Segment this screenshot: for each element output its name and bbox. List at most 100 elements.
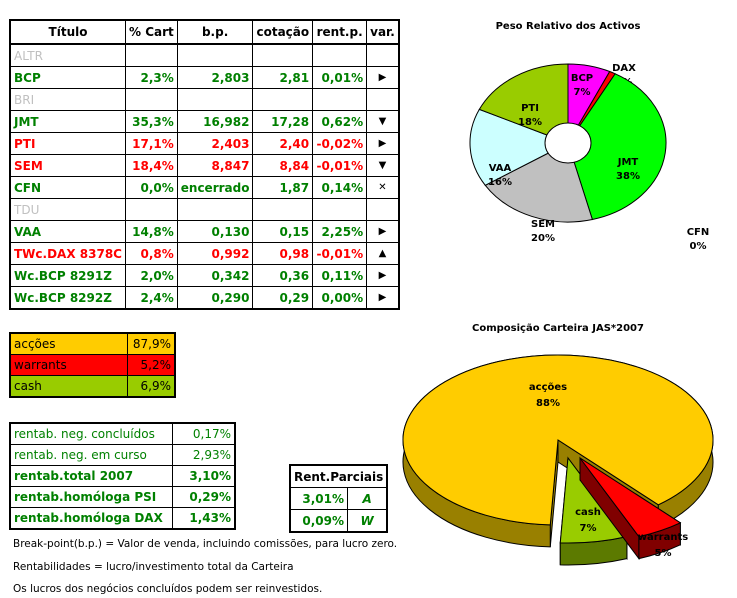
cell-titulo: VAA	[9, 220, 126, 243]
cell-value: 2,25%	[312, 220, 368, 243]
cell-value: 2,0%	[125, 264, 178, 287]
cell-titulo: ALTR	[9, 43, 126, 67]
allocation-label: cash	[9, 375, 128, 398]
cell-value	[252, 43, 314, 67]
table-row: BRI	[9, 88, 400, 111]
slice-value-label: 18%	[518, 117, 542, 128]
cell-value: 2,3%	[125, 66, 178, 89]
cell-titulo: JMT	[9, 110, 126, 133]
slice-label: SEM	[531, 219, 555, 230]
portfolio-table: Título % Cart b.p. cotação rent.p. var. …	[9, 19, 400, 310]
note-reinvest: Os lucros dos negócios concluídos podem …	[13, 583, 323, 595]
returns-row: rentab.total 2007 3,10%	[9, 465, 236, 487]
cell-value: 0,130	[176, 220, 254, 243]
cell-value: 0,14%	[312, 176, 368, 199]
table-row: TWc.DAX 8378C 0,8% 0,992 0,98 -0,01% ▲	[9, 242, 400, 265]
returns-label: rentab. neg. em curso	[9, 444, 173, 466]
allocation-row: warrants 5,2%	[9, 354, 176, 376]
table-row: VAA 14,8% 0,130 0,15 2,25% ▶	[9, 220, 400, 243]
slice-label: acções	[529, 382, 567, 393]
table-row: JMT 35,3% 16,982 17,28 0,62% ▼	[9, 110, 400, 133]
slice-label: PTI	[521, 103, 539, 114]
header-bp: b.p.	[176, 19, 254, 45]
note-breakpoint: Break-point(b.p.) = Valor de venda, incl…	[13, 538, 398, 550]
slice-label: warrants	[638, 532, 688, 543]
table-row: ALTR	[9, 43, 400, 67]
cell-value: 14,8%	[125, 220, 178, 243]
cell-value: 2,81	[252, 66, 314, 89]
cell-value: 8,847	[176, 154, 254, 177]
slice-label: VAA	[489, 163, 512, 174]
cell-value: 8,84	[252, 154, 314, 177]
allocation-label: warrants	[9, 354, 128, 376]
cell-value: 2,403	[176, 132, 254, 155]
slice-label: cash	[575, 507, 601, 518]
slice-label: DAX	[612, 63, 636, 74]
pie-chart-peso-relativo: Peso Relativo dos Activos BCP7%DAX1%JMT3…	[469, 21, 709, 252]
header-var: var.	[366, 19, 400, 45]
slice-value-label: 5%	[655, 548, 672, 559]
partial-value: 3,01%	[289, 487, 348, 510]
returns-row: rentab. neg. em curso 2,93%	[9, 444, 236, 466]
returns-table: rentab. neg. concluídos 0,17% rentab. neg.…	[9, 422, 236, 530]
header-titulo: Título	[9, 19, 126, 45]
cell-value: 1,87	[252, 176, 314, 199]
allocation-value: 5,2%	[127, 354, 176, 376]
allocation-row: cash 6,9%	[9, 375, 176, 398]
cell-value: 0,342	[176, 264, 254, 287]
cell-value: 17,28	[252, 110, 314, 133]
cell-value	[176, 198, 254, 221]
cell-value: 2,4%	[125, 286, 178, 310]
slice-value-label: 0%	[690, 241, 707, 252]
allocation-label: acções	[9, 332, 128, 355]
cell-value	[312, 88, 368, 111]
partial-tag: W	[347, 509, 388, 533]
pie-chart-composicao: Composição Carteira JAS*2007 acções 88% wa…	[402, 323, 714, 566]
cell-value	[312, 43, 368, 67]
cell-value: 0,29	[252, 286, 314, 310]
cell-titulo: TWc.DAX 8378C	[9, 242, 126, 265]
partial-value: 0,09%	[289, 509, 348, 533]
cell-value	[125, 198, 178, 221]
var-arrow-icon: ▶	[366, 264, 400, 287]
cell-value: -0,01%	[312, 154, 368, 177]
slice-value-label: 88%	[536, 398, 560, 409]
note-rentabilidades: Rentabilidades = lucro/investimento tota…	[13, 561, 294, 573]
cell-value: 18,4%	[125, 154, 178, 177]
cell-value: 0,290	[176, 286, 254, 310]
slice-value-label: 16%	[488, 177, 512, 188]
pie-slice-warrants	[579, 456, 682, 561]
cell-value: encerrado	[176, 176, 254, 199]
pie-slice-jmt	[567, 73, 667, 221]
pie-slice-vaa	[469, 108, 570, 186]
allocation-value: 6,9%	[127, 375, 176, 398]
cell-value: 2,803	[176, 66, 254, 89]
returns-value: 1,43%	[172, 507, 236, 530]
allocation-row: acções 87,9%	[9, 332, 176, 355]
cell-value	[176, 88, 254, 111]
cell-value: 16,982	[176, 110, 254, 133]
returns-value: 2,93%	[172, 444, 236, 466]
slice-label: JMT	[617, 157, 639, 168]
table-row: BCP 2,3% 2,803 2,81 0,01% ▶	[9, 66, 400, 89]
cell-value	[125, 88, 178, 111]
returns-row: rentab.homóloga PSI 0,29%	[9, 486, 236, 508]
returns-label: rentab.total 2007	[9, 465, 173, 487]
slice-value-label: 7%	[580, 523, 597, 534]
donut-hole	[544, 122, 592, 164]
slice-value-label: 7%	[574, 87, 591, 98]
cell-value: 0,11%	[312, 264, 368, 287]
table-row: PTI 17,1% 2,403 2,40 -0,02% ▶	[9, 132, 400, 155]
cell-value: 0,98	[252, 242, 314, 265]
cell-value: 2,40	[252, 132, 314, 155]
cell-value	[176, 43, 254, 67]
table-row: Wc.BCP 8292Z 2,4% 0,290 0,29 0,00% ▶	[9, 286, 400, 310]
slice-value-label: 38%	[616, 171, 640, 182]
cell-value: 0,01%	[312, 66, 368, 89]
cell-titulo: BCP	[9, 66, 126, 89]
cell-value	[125, 43, 178, 67]
returns-label: rentab. neg. concluídos	[9, 422, 173, 445]
header-cart: % Cart	[125, 19, 178, 45]
cell-titulo: TDU	[9, 198, 126, 221]
